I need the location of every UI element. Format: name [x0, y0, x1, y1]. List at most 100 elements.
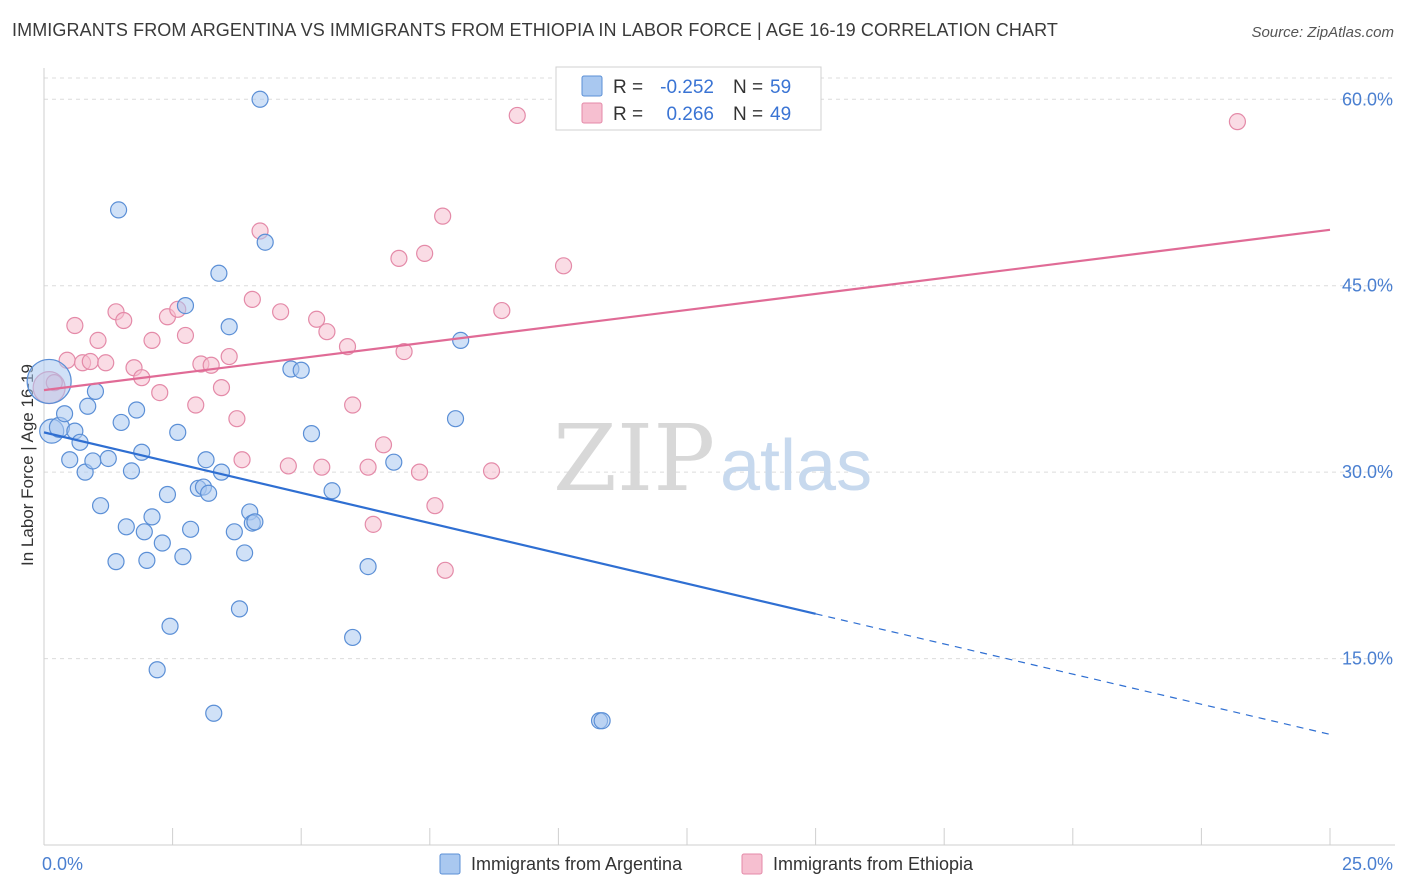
ethiopia-point-34 [364, 515, 382, 533]
ethiopia-swatch [581, 102, 603, 124]
argentina-trend-line [43, 431, 816, 615]
argentina-point-50 [323, 482, 341, 500]
argentina-point-39 [225, 523, 243, 541]
argentina-point-28 [174, 548, 192, 566]
argentina-point-38 [220, 318, 238, 336]
argentina-point-26 [161, 617, 179, 635]
argentina-point-29 [176, 297, 195, 315]
y-tick-label-1: 30.0% [1342, 462, 1393, 482]
legend-n-value-argentina: 59 [770, 77, 791, 98]
source-credit: Source: ZipAtlas.com [1251, 24, 1394, 41]
ethiopia-point-38 [410, 463, 429, 481]
argentina-point-4 [61, 451, 79, 469]
legend-label-argentina: Immigrants from Argentina [471, 854, 683, 874]
ethiopia-point-12 [143, 331, 161, 349]
stats-legend: R = -0.252 N = 59 R = 0.266 N = 49 [555, 66, 822, 131]
legend-r-label-ethiopia: R = [613, 104, 643, 125]
ethiopia-point-3 [66, 316, 84, 335]
axes [43, 68, 1395, 846]
ethiopia-point-6 [89, 331, 107, 349]
watermark-atlas: atlas [720, 426, 872, 506]
ethiopia-point-39 [416, 244, 434, 262]
ethiopia-point-33 [359, 458, 377, 476]
argentina-point-13 [107, 553, 125, 571]
argentina-point-19 [133, 443, 151, 461]
argentina-point-51 [344, 628, 362, 647]
legend-r-label-argentina: R = [613, 77, 643, 98]
argentina-point-0 [26, 358, 72, 405]
ethiopia-point-29 [313, 458, 331, 476]
ethiopia-point-42 [436, 561, 454, 579]
legend-swatch-argentina [439, 853, 461, 875]
argentina-point-27 [169, 423, 187, 441]
argentina-point-44 [246, 513, 264, 531]
argentina-point-55 [452, 331, 470, 349]
ethiopia-point-36 [390, 249, 408, 267]
watermark-zip: ZIP [553, 405, 715, 512]
argentina-point-57 [593, 712, 611, 730]
chart-title: IMMIGRANTS FROM ARGENTINA VS IMMIGRANTS … [12, 20, 1058, 40]
x-tick-min: 0.0% [42, 854, 83, 874]
argentina-point-25 [158, 485, 177, 504]
argentina-point-22 [143, 508, 161, 526]
series-legend: Immigrants from Argentina Immigrants fro… [439, 853, 974, 875]
argentina-point-46 [256, 233, 274, 251]
ethiopia-point-7 [97, 354, 115, 372]
ethiopia-point-28 [308, 310, 326, 328]
argentina-point-21 [138, 551, 156, 569]
argentina-point-54 [446, 410, 465, 428]
ethiopia-trend-line [43, 228, 1331, 392]
argentina-point-30 [182, 520, 200, 538]
ethiopia-point-9 [115, 311, 133, 330]
legend-n-label-ethiopia: N = [733, 104, 763, 125]
ethiopia-point-35 [374, 436, 393, 454]
argentina-point-53 [385, 453, 403, 471]
argentina-point-17 [122, 462, 141, 480]
y-tick-label-3: 60.0% [1342, 89, 1393, 109]
ethiopia-point-32 [344, 396, 362, 414]
argentina-point-52 [359, 557, 377, 576]
argentina-point-16 [117, 518, 135, 536]
legend-r-value-argentina: -0.252 [660, 77, 714, 98]
ethiopia-point-30 [318, 323, 336, 341]
ethiopia-point-22 [228, 410, 246, 428]
legend-label-ethiopia: Immigrants from Ethiopia [773, 854, 974, 874]
argentina-point-20 [135, 523, 153, 541]
ethiopia-point-31 [338, 338, 357, 356]
ethiopia-point-47 [1228, 113, 1247, 131]
y-tick-labels: 15.0% 30.0% 45.0% 60.0% [1342, 89, 1393, 668]
argentina-point-11 [91, 497, 110, 515]
y-tick-label-0: 15.0% [1342, 649, 1393, 669]
ethiopia-point-26 [272, 303, 290, 321]
ethiopia-point-24 [243, 290, 261, 308]
ethiopia-point-40 [426, 497, 444, 515]
legend-n-value-ethiopia: 49 [770, 104, 791, 125]
argentina-point-9 [84, 452, 102, 470]
ethiopia-point-45 [508, 106, 526, 125]
ethiopia-point-16 [176, 326, 195, 345]
ethiopia-point-44 [493, 301, 511, 320]
argentina-point-45 [251, 90, 269, 108]
argentina-point-14 [109, 201, 128, 219]
argentina-point-12 [99, 449, 117, 468]
legend-swatch-ethiopia [741, 853, 763, 875]
ethiopia-point-5 [81, 352, 99, 371]
argentina-points [26, 90, 611, 730]
argentina-point-40 [230, 600, 249, 618]
ethiopia-point-46 [554, 257, 573, 275]
argentina-point-24 [153, 534, 171, 552]
argentina-point-3 [55, 405, 74, 423]
ethiopia-point-37 [395, 342, 413, 361]
argentina-point-49 [302, 425, 321, 443]
argentina-point-10 [86, 382, 105, 400]
ethiopia-point-23 [233, 451, 251, 469]
trend-lines [43, 228, 1331, 735]
argentina-point-35 [205, 704, 223, 722]
argentina-point-34 [200, 484, 218, 502]
argentina-point-18 [127, 401, 146, 419]
ethiopia-point-17 [187, 396, 205, 414]
argentina-point-8 [79, 397, 97, 415]
argentina-point-15 [112, 413, 130, 432]
ethiopia-point-13 [151, 384, 169, 402]
ethiopia-point-27 [279, 457, 297, 475]
